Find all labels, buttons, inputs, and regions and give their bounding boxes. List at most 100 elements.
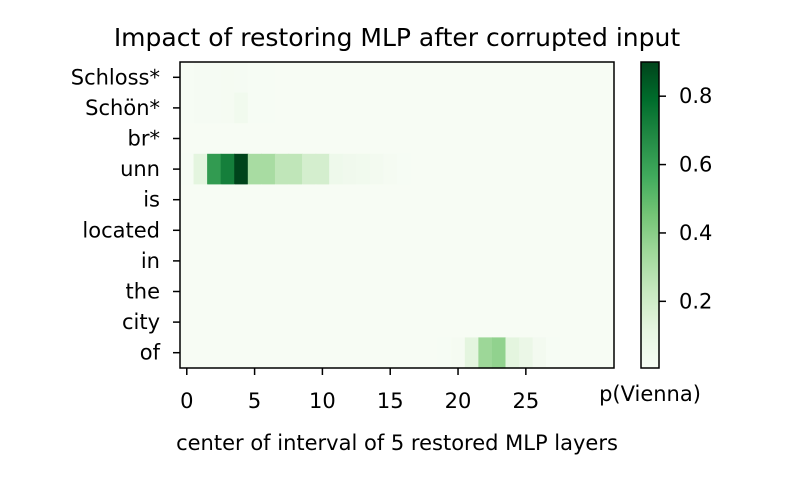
heatmap-cell [207,245,222,277]
heatmap-cell [274,337,290,369]
heatmap-cell [274,123,290,155]
heatmap-cell [261,92,276,124]
heatmap-cell [586,215,602,247]
heatmap-cell [261,276,276,308]
heatmap-cell [451,92,466,124]
heatmap-cell [559,62,574,94]
heatmap-cell [329,153,344,185]
heatmap-cell [247,184,262,216]
heatmap-cell [451,276,466,308]
heatmap-cell [437,215,452,247]
chart-title: Impact of restoring MLP after corrupted … [114,23,681,52]
y-tick-label: city [122,310,160,334]
heatmap-cell [600,92,615,124]
heatmap-cell [234,153,249,185]
heatmap-cell [424,92,439,124]
heatmap-cell [383,153,398,185]
heatmap-cell [220,276,235,308]
heatmap-cell [424,123,439,155]
heatmap-cell [288,215,303,247]
heatmap-cell [546,92,561,124]
heatmap-cell [234,123,249,155]
heatmap-cell [437,123,452,155]
heatmap-cell [397,153,412,185]
heatmap-cell [573,276,588,308]
heatmap-cell [369,92,385,124]
heatmap-cell [247,62,262,94]
heatmap-cell [410,123,425,155]
heatmap-cell [505,92,520,124]
heatmap-cell [383,337,398,369]
y-tick-label: br* [128,127,160,151]
heatmap-cell [288,62,303,94]
y-tick-label: of [140,341,161,365]
heatmap-cell [288,337,303,369]
y-tick-label: is [143,188,160,212]
heatmap-cell [410,245,425,277]
heatmap-cell [410,276,425,308]
colorbar-tick-label: 0.6 [679,153,712,177]
heatmap-cell [342,184,357,216]
heatmap-cell [397,276,412,308]
heatmap-cell [220,92,235,124]
heatmap-cell [410,184,425,216]
heatmap-cell [505,215,520,247]
heatmap-cell [546,184,561,216]
heatmap-cell [519,123,534,155]
heatmap-cell [247,337,262,369]
x-tick-label: 15 [377,389,404,413]
heatmap-cell [207,123,222,155]
heatmap-cell [383,245,398,277]
colorbar-tick-label: 0.4 [679,221,712,245]
x-axis-label: center of interval of 5 restored MLP lay… [176,431,618,455]
heatmap-cell [207,92,222,124]
heatmap-cell [329,92,344,124]
heatmap-cell [437,337,452,369]
heatmap-cell [505,306,520,338]
heatmap-cell [464,153,479,185]
heatmap-cell [274,245,290,277]
heatmap-cell [288,92,303,124]
heatmap-cell [410,306,425,338]
heatmap-cell [451,153,466,185]
heatmap-cell [437,276,452,308]
heatmap-cell [491,92,507,124]
heatmap-cell [586,245,602,277]
x-tick-label: 0 [180,389,193,413]
y-tick-label: Schloss* [71,65,160,89]
heatmap-cell [329,184,344,216]
heatmap-cell [369,62,385,94]
heatmap-cell [559,153,574,185]
heatmap-cell [207,184,222,216]
heatmap-cells [180,62,615,369]
heatmap-cell [573,62,588,94]
heatmap-cell [342,337,357,369]
heatmap-cell [329,215,344,247]
heatmap-cell [369,215,385,247]
heatmap-cell [180,62,195,94]
heatmap-cell [193,245,208,277]
heatmap-cell [369,123,385,155]
heatmap-cell [234,245,249,277]
heatmap-cell [220,215,235,247]
x-tick-label: 20 [445,389,472,413]
heatmap-cell [505,337,520,369]
heatmap-cell [519,215,534,247]
heatmap-cell [234,62,249,94]
heatmap-cell [519,153,534,185]
heatmap-cell [180,276,195,308]
heatmap-cell [315,245,330,277]
heatmap-cell [247,245,262,277]
heatmap-cell [383,276,398,308]
heatmap-cell [519,62,534,94]
heatmap-cell [437,153,452,185]
heatmap-cell [573,245,588,277]
heatmap-cell [573,306,588,338]
heatmap-cell [369,306,385,338]
heatmap-cell [451,215,466,247]
heatmap-cell [193,153,208,185]
heatmap-cell [424,337,439,369]
heatmap-cell [261,245,276,277]
heatmap-cell [410,92,425,124]
colorbar [640,61,660,369]
